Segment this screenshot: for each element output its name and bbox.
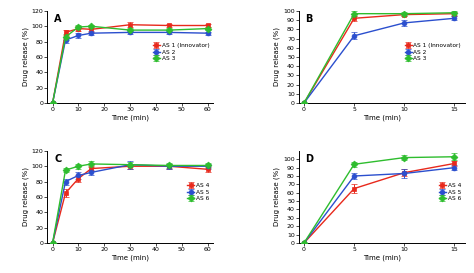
Legend: AS 4, AS 5, AS 6: AS 4, AS 5, AS 6: [187, 183, 210, 202]
X-axis label: Time (min): Time (min): [111, 255, 149, 262]
Y-axis label: Drug release (%): Drug release (%): [22, 28, 29, 87]
X-axis label: Time (min): Time (min): [363, 115, 401, 121]
Legend: AS 1 (Innovator), AS 2, AS 3: AS 1 (Innovator), AS 2, AS 3: [152, 43, 210, 62]
Legend: AS 4, AS 5, AS 6: AS 4, AS 5, AS 6: [438, 183, 462, 202]
X-axis label: Time (min): Time (min): [111, 115, 149, 121]
Y-axis label: Drug release (%): Drug release (%): [274, 28, 281, 87]
Text: B: B: [306, 14, 313, 24]
Text: D: D: [306, 154, 314, 164]
Y-axis label: Drug release (%): Drug release (%): [22, 167, 29, 226]
Y-axis label: Drug release (%): Drug release (%): [274, 167, 281, 226]
Text: A: A: [54, 14, 62, 24]
Legend: AS 1 (Innovator), AS 2, AS 3: AS 1 (Innovator), AS 2, AS 3: [404, 43, 462, 62]
X-axis label: Time (min): Time (min): [363, 255, 401, 262]
Text: C: C: [54, 154, 61, 164]
